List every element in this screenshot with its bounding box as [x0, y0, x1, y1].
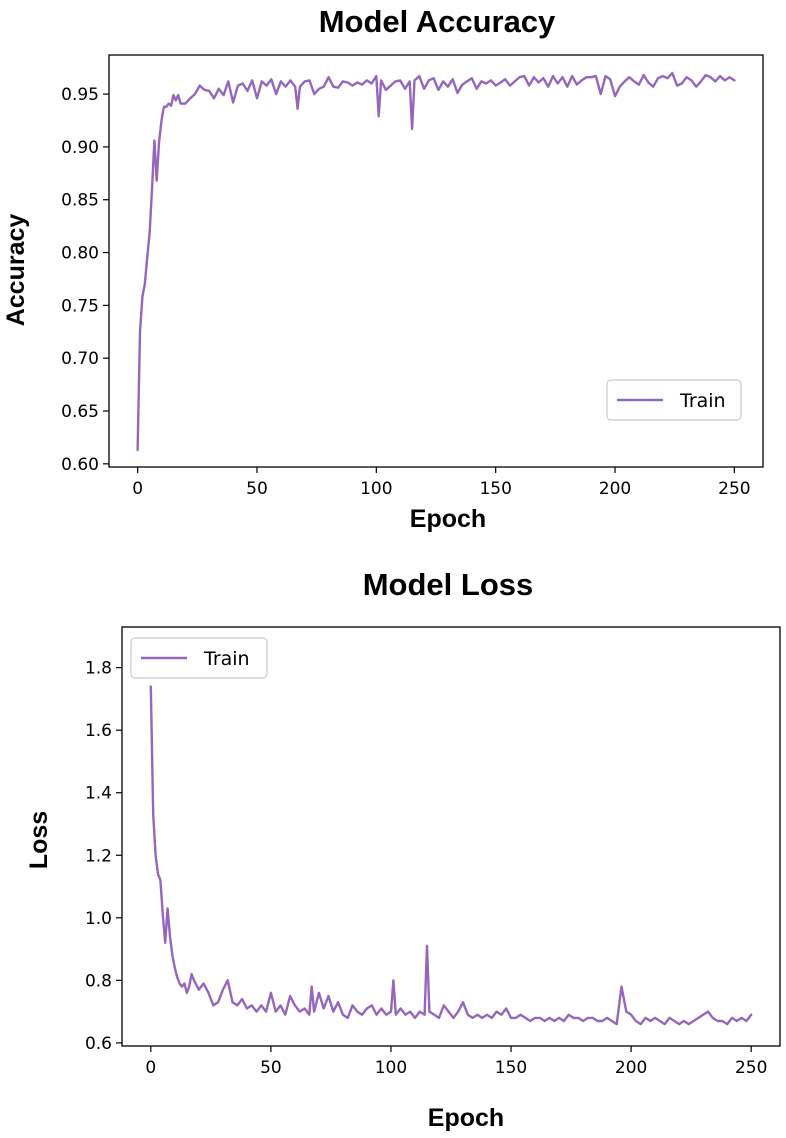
- y-tick-label: 0.75: [61, 296, 99, 316]
- x-tick-label: 200: [599, 479, 631, 499]
- accuracy-chart: Model Accuracy Epoch Accuracy 0 50 100 150 2…: [2, 4, 764, 533]
- legend: Train: [130, 637, 268, 679]
- chart-title: Model Loss: [363, 567, 534, 602]
- y-tick-label: 0.90: [61, 138, 99, 158]
- y-tick-label: 0.85: [61, 191, 99, 211]
- x-tick-label: 50: [246, 479, 268, 499]
- x-tick-label: 50: [260, 1058, 282, 1078]
- y-tick-label: 1.8: [85, 659, 112, 679]
- tick-layer: 0 50 100 150 200 250 0.60 0.65 0.70 0.75 0.80 0.85 0…: [61, 85, 750, 499]
- y-tick-label: 1.0: [85, 909, 112, 929]
- legend-label: Train: [679, 390, 726, 412]
- y-tick-label: 1.6: [85, 721, 112, 741]
- tick-layer: 0 50 100 150 200 250 0.6 0.8 1.0 1.2 1.4 1.6 1.8: [85, 659, 767, 1078]
- x-tick-label: 0: [132, 479, 143, 499]
- y-tick-label: 0.65: [61, 402, 99, 422]
- legend-box: [130, 637, 268, 679]
- x-tick-label: 0: [145, 1058, 156, 1078]
- plot-frame: [121, 626, 781, 1047]
- train-series-line: [149, 685, 753, 1026]
- y-tick-label: 0.60: [61, 455, 99, 475]
- x-axis-label: Epoch: [428, 1104, 504, 1132]
- y-tick-label: 0.8: [85, 971, 112, 991]
- legend: Train: [606, 379, 742, 421]
- x-tick-label: 150: [495, 1058, 527, 1078]
- plot-frame: [108, 54, 764, 468]
- y-tick-label: 1.4: [85, 784, 112, 804]
- loss-chart: Model Loss Epoch Loss 0 50 100 150 200 250 0.6…: [25, 567, 781, 1132]
- y-tick-label: 0.95: [61, 85, 99, 105]
- chart-title: Model Accuracy: [319, 4, 556, 39]
- y-tick-label: 0.70: [61, 349, 99, 369]
- y-tick-label: 1.2: [85, 846, 112, 866]
- x-tick-label: 150: [479, 479, 511, 499]
- y-axis-label: Accuracy: [2, 214, 30, 327]
- x-tick-label: 100: [360, 479, 392, 499]
- x-tick-label: 250: [735, 1058, 767, 1078]
- x-tick-label: 100: [375, 1058, 407, 1078]
- y-axis-label: Loss: [25, 811, 53, 869]
- legend-box: [606, 379, 742, 421]
- train-series-line: [136, 71, 736, 452]
- x-tick-label: 200: [615, 1058, 647, 1078]
- y-tick-label: 0.80: [61, 244, 99, 264]
- legend-label: Train: [203, 648, 250, 670]
- x-tick-label: 250: [718, 479, 750, 499]
- y-tick-label: 0.6: [85, 1034, 112, 1054]
- x-axis-label: Epoch: [410, 505, 486, 533]
